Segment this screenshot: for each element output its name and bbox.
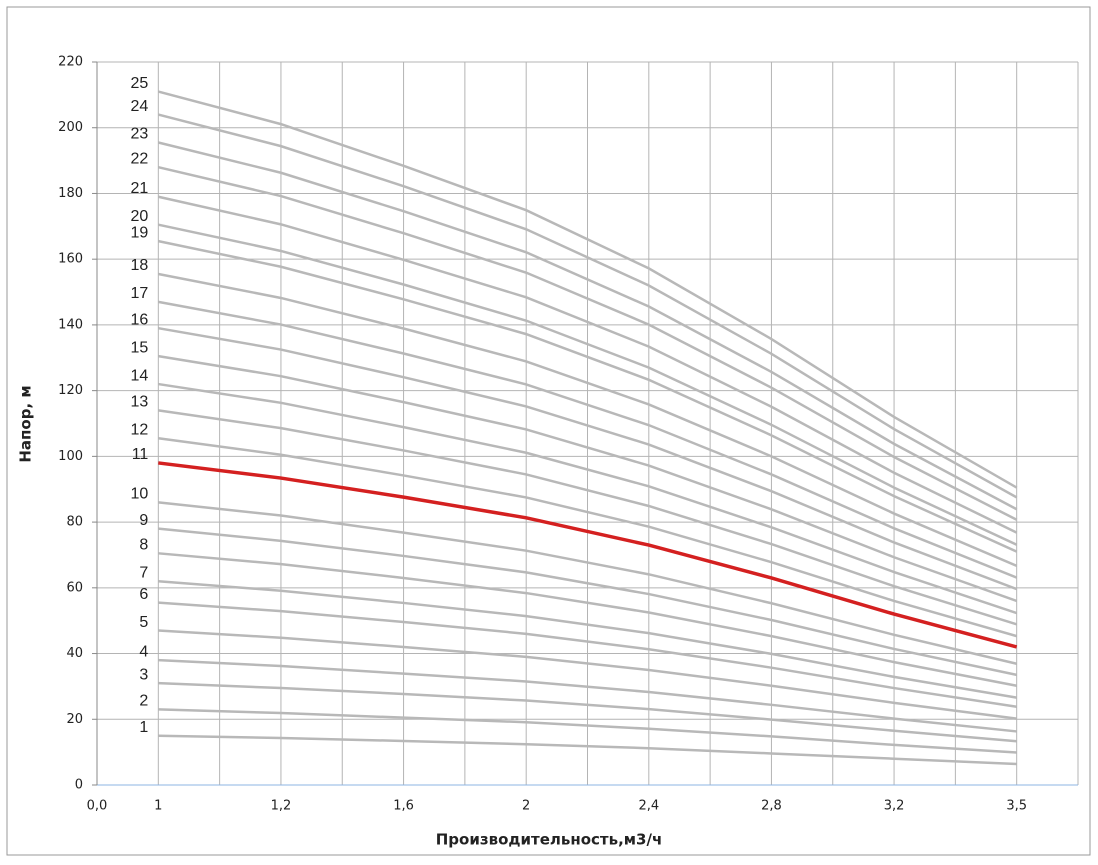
series-line [158, 658, 1017, 733]
series-label: 6 [139, 586, 148, 603]
series-label: 16 [131, 311, 149, 328]
x-axis-title: Производительность,м3/ч [436, 831, 663, 849]
series-label: 25 [131, 75, 149, 92]
series-line [158, 579, 1017, 699]
series-label: 11 [132, 446, 149, 463]
x-tick-label: 2,4 [638, 799, 659, 814]
series-label: 7 [139, 564, 148, 581]
series-line [158, 601, 1017, 709]
series-label: 3 [139, 666, 148, 683]
series-label: 8 [139, 537, 148, 554]
series-line [158, 300, 1018, 579]
series-label: 5 [139, 614, 148, 631]
series-line [158, 239, 1018, 553]
x-tick-label: 2 [522, 799, 530, 814]
series-line [158, 437, 1018, 638]
series-line [158, 681, 1017, 743]
series-label: 9 [139, 512, 148, 529]
y-tick-label: 220 [58, 55, 83, 70]
series-label: 22 [131, 150, 149, 167]
series-line [158, 382, 1018, 615]
series-line [158, 527, 1017, 677]
series-line [158, 629, 1017, 720]
y-tick-label: 20 [66, 712, 83, 727]
series-line [158, 354, 1018, 603]
series-line [158, 195, 1018, 534]
series-line [158, 734, 1017, 766]
x-tick-label: 3,2 [884, 799, 905, 814]
x-tick-label: 3,5 [1006, 799, 1027, 814]
series-line [158, 165, 1018, 521]
series-line [158, 708, 1017, 754]
series-label: 20 [131, 208, 149, 225]
series-line [158, 272, 1018, 567]
series-label: 19 [131, 224, 149, 241]
series-label: 15 [131, 339, 149, 356]
x-tick-label: 2,8 [761, 799, 782, 814]
series-label: 4 [139, 643, 148, 660]
x-tick-label: 1 [154, 799, 162, 814]
series-line [158, 223, 1018, 546]
y-tick-label: 80 [66, 515, 83, 530]
y-tick-label: 120 [58, 383, 83, 398]
y-tick-label: 200 [58, 120, 83, 135]
series-label: 24 [131, 98, 149, 115]
y-tick-label: 140 [58, 317, 83, 332]
y-tick-label: 160 [58, 252, 83, 267]
series-label: 1 [139, 719, 148, 736]
series-line [158, 141, 1018, 511]
series-label: 14 [131, 367, 149, 384]
series-label: 21 [131, 180, 149, 197]
chart-frame [6, 6, 1091, 856]
series-label: 13 [131, 394, 149, 411]
series-label: 10 [131, 486, 149, 503]
y-axis-title: Напор, м [17, 385, 35, 462]
series-line [158, 501, 1017, 665]
series-line [157, 90, 1018, 489]
y-tick-label: 40 [66, 646, 83, 661]
series-line [158, 113, 1018, 499]
y-tick-label: 180 [58, 186, 83, 201]
y-tick-label: 60 [66, 580, 83, 595]
series-label: 12 [131, 422, 149, 439]
series-line [158, 409, 1018, 626]
series-label: 18 [131, 257, 149, 274]
x-tick-label: 1,2 [271, 799, 292, 814]
series-label: 2 [139, 693, 148, 710]
series-line [158, 461, 1018, 649]
series-label: 23 [131, 126, 149, 143]
y-tick-label: 100 [58, 449, 83, 464]
x-tick-label: 1,6 [393, 799, 414, 814]
series-line [158, 326, 1018, 591]
x-tick-label: 0,0 [87, 799, 108, 814]
series-line [158, 552, 1017, 687]
series-label: 17 [131, 285, 149, 302]
y-tick-label: 0 [75, 778, 83, 793]
